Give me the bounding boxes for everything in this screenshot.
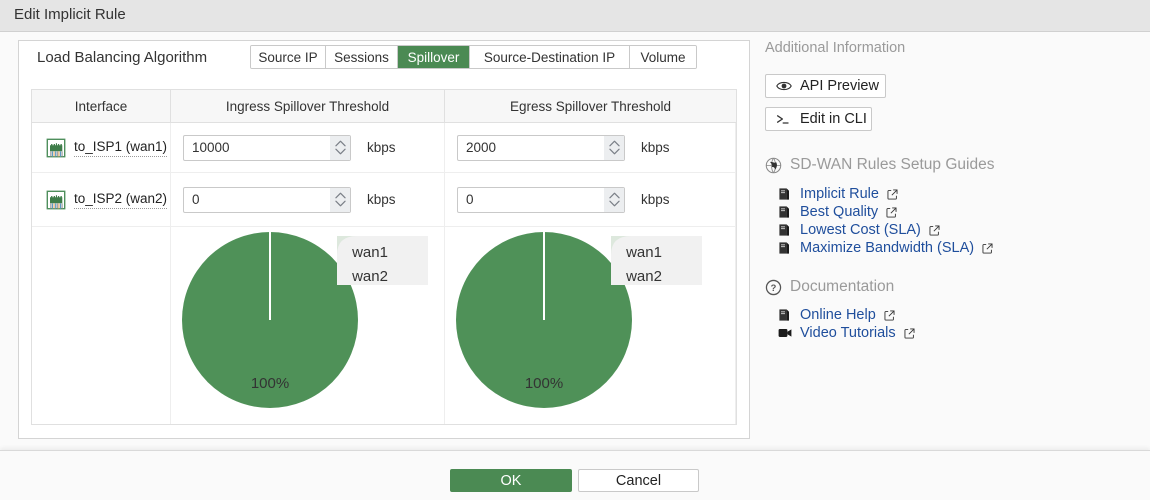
svg-text:wan1: wan1	[625, 244, 662, 261]
svg-text:wan2: wan2	[351, 268, 388, 285]
svg-text:wan2: wan2	[625, 268, 662, 285]
svg-text:wan1: wan1	[351, 244, 388, 261]
svg-text:100%: 100%	[525, 375, 563, 392]
svg-text:100%: 100%	[251, 375, 289, 392]
svg-text:?: ?	[771, 283, 777, 293]
